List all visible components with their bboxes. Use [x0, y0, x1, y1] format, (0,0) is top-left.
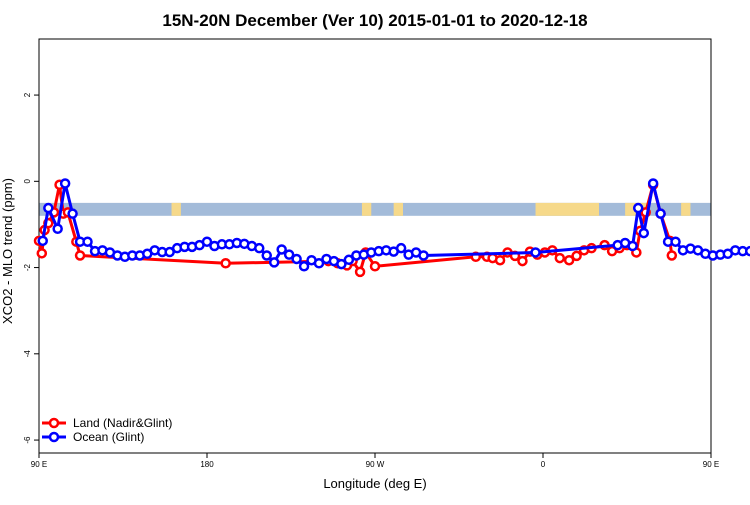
y-tick-label: 2 [23, 92, 32, 97]
land-data-point [369, 261, 381, 272]
chart-title: 15N-20N December (Ver 10) 2015-01-01 to … [162, 11, 587, 30]
legend-land-marker [48, 417, 60, 429]
y-axis-label: XCO2 - MLO trend (ppm) [0, 178, 15, 324]
x-tick-label: 90 E [703, 460, 719, 469]
ocean-data-point [655, 208, 666, 219]
ocean-data-point [343, 254, 355, 266]
x-tick-label: 0 [541, 460, 546, 469]
legend: Land (Nadir&Glint)Ocean (Glint) [42, 416, 172, 444]
ocean-data-point [298, 261, 310, 272]
x-tick-label: 180 [200, 460, 214, 469]
x-axis-label: Longitude (deg E) [323, 476, 426, 491]
ocean-band [39, 202, 711, 216]
y-tick-label: -2 [23, 263, 32, 271]
ocean-data-point [647, 178, 659, 189]
land-data-point [354, 266, 366, 278]
ocean-data-point [744, 245, 750, 257]
plot-layer: 90 E 180 90 W 0 90 E 2 0 -2 -4 -6 [23, 38, 750, 469]
land-band-segment [393, 202, 403, 216]
ocean-data-point [276, 244, 287, 255]
land-data-point [74, 250, 86, 261]
land-data-point [563, 254, 575, 266]
ocean-data-point [395, 242, 407, 254]
ocean-data-point [638, 227, 650, 239]
ocean-data-point [43, 202, 54, 214]
land-data-point [220, 258, 231, 269]
land-data-point [494, 254, 506, 266]
ocean-data-point [530, 247, 541, 258]
land-band-segment [361, 202, 372, 216]
land-band-segment [535, 202, 599, 216]
land-data-point [666, 250, 678, 261]
ocean-data-point [52, 223, 63, 234]
land-data-point [36, 248, 48, 259]
y-tick-label: -4 [23, 350, 32, 358]
land-band-segment [171, 202, 181, 216]
land-band-segment [681, 202, 691, 216]
ocean-data-point [82, 236, 93, 247]
legend-land-label: Land (Nadir&Glint) [73, 416, 172, 430]
ocean-data-point [201, 236, 213, 247]
land-data-point [554, 252, 566, 264]
ocean-data-point [291, 253, 302, 265]
ocean-data-point [261, 250, 272, 261]
legend-ocean-marker [48, 431, 60, 443]
legend-ocean-label: Ocean (Glint) [73, 430, 144, 444]
ocean-data-point [37, 235, 48, 247]
ocean-data-point [59, 178, 71, 189]
x-tick-label: 90 E [31, 460, 47, 469]
ocean-data-point [627, 240, 638, 252]
ocean-data-point [313, 258, 325, 269]
ocean-data-point [418, 250, 429, 261]
y-tick-label: -6 [23, 436, 32, 444]
ocean-data-point [268, 257, 280, 268]
ocean-data-point [254, 242, 265, 254]
land-data-point [571, 250, 582, 262]
ocean-data-point [632, 202, 644, 214]
land-data-point [517, 255, 528, 267]
ocean-data-point [67, 208, 78, 219]
ocean-data-point [670, 236, 681, 247]
x-tick-label: 90 W [366, 460, 385, 469]
ocean-data-point [336, 258, 347, 270]
ocean-data-point [283, 249, 295, 260]
y-tick-label: 0 [23, 179, 32, 184]
